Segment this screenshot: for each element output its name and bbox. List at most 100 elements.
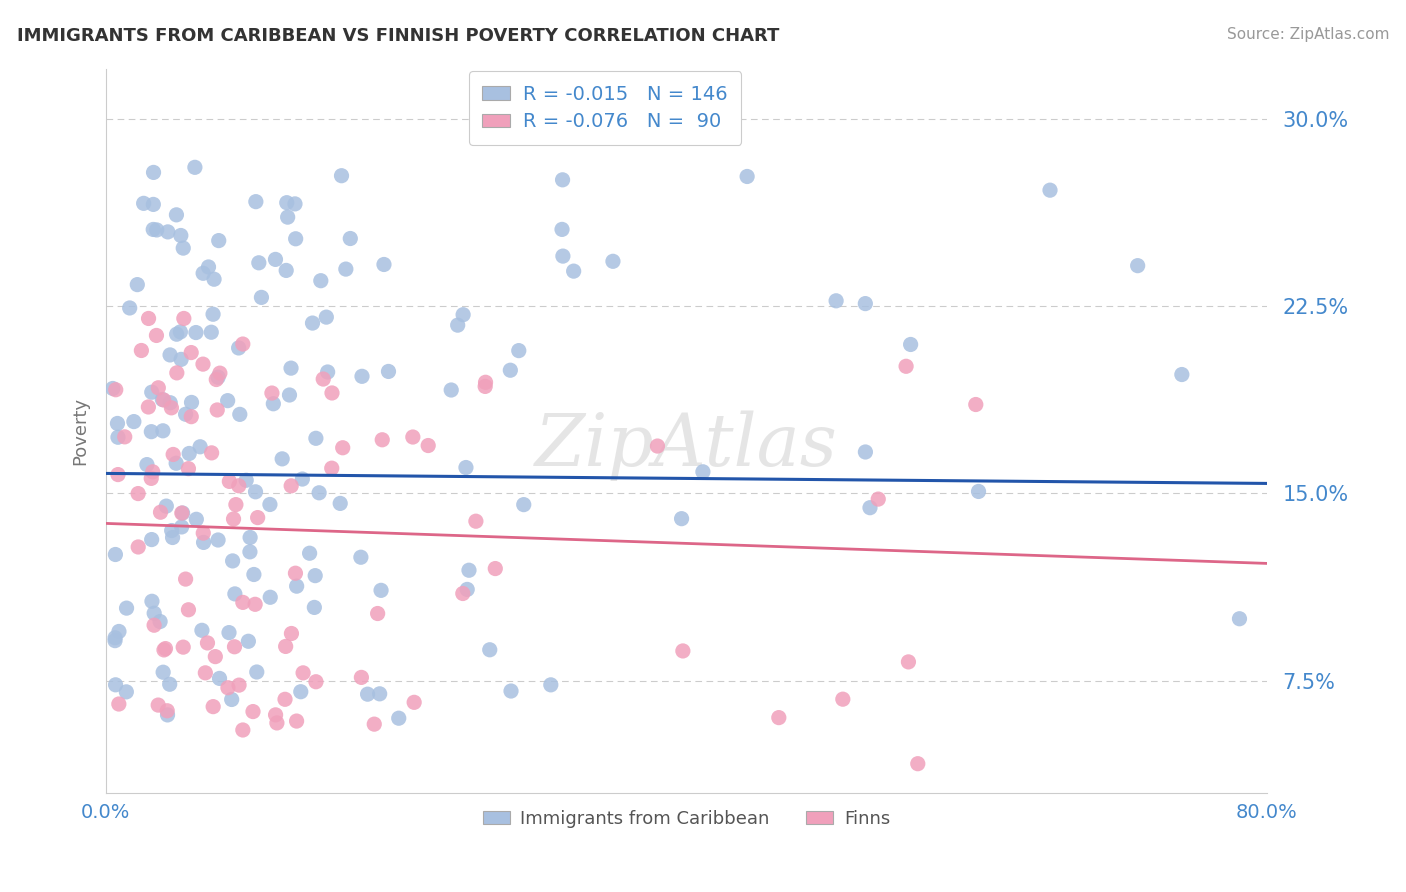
Point (107, 467, 129, 482)
Point (484, 561, 506, 575)
Point (250, 290, 273, 304)
Point (107, 430, 129, 444)
Point (145, 223, 167, 237)
Point (180, 395, 202, 409)
Point (152, 665, 174, 680)
Point (247, 256, 270, 270)
Point (224, 640, 246, 654)
Point (350, 670, 373, 684)
Point (174, 572, 197, 586)
Point (221, 554, 243, 568)
Point (499, 684, 522, 698)
Point (350, 550, 373, 565)
Point (122, 415, 145, 429)
Point (284, 232, 307, 246)
Point (228, 678, 250, 692)
Point (104, 383, 127, 397)
Point (148, 381, 170, 395)
Point (166, 366, 188, 380)
Point (141, 385, 163, 400)
Point (377, 364, 399, 378)
Point (402, 430, 425, 444)
Point (440, 383, 463, 397)
Point (136, 458, 159, 472)
Point (894, 359, 917, 374)
Point (246, 510, 269, 524)
Point (965, 397, 987, 411)
Point (235, 473, 257, 487)
Point (551, 173, 574, 187)
Point (207, 533, 229, 547)
Point (200, 325, 222, 339)
Point (285, 714, 308, 728)
Point (204, 649, 226, 664)
Point (180, 345, 202, 359)
Point (186, 512, 208, 526)
Point (207, 403, 229, 417)
Point (202, 699, 225, 714)
Point (172, 506, 194, 520)
Point (332, 441, 354, 455)
Point (149, 505, 172, 519)
Point (551, 222, 574, 236)
Point (104, 631, 127, 645)
Point (259, 498, 281, 512)
Point (513, 498, 536, 512)
Point (115, 601, 138, 615)
Point (285, 579, 308, 593)
Point (184, 326, 207, 340)
Point (330, 169, 353, 183)
Point (152, 392, 174, 407)
Point (141, 471, 163, 485)
Point (232, 337, 254, 351)
Point (159, 348, 181, 362)
Point (368, 687, 391, 701)
Point (1039, 183, 1062, 197)
Point (454, 460, 477, 475)
Point (900, 337, 922, 351)
Point (191, 357, 214, 371)
Point (277, 210, 299, 224)
Point (298, 546, 321, 560)
Point (367, 607, 389, 621)
Point (166, 327, 188, 342)
Point (464, 514, 486, 528)
Point (291, 472, 314, 486)
Point (388, 711, 411, 725)
Point (276, 195, 298, 210)
Point (768, 710, 790, 724)
Point (141, 533, 163, 547)
Point (132, 196, 155, 211)
Point (104, 633, 127, 648)
Point (150, 392, 173, 407)
Point (142, 197, 165, 211)
Point (350, 369, 373, 384)
Point (141, 425, 163, 439)
Point (162, 447, 184, 461)
Point (831, 692, 853, 706)
Point (197, 260, 219, 274)
Point (316, 365, 339, 379)
Point (239, 531, 262, 545)
Point (242, 705, 264, 719)
Point (208, 234, 231, 248)
Point (143, 618, 166, 632)
Point (131, 343, 153, 358)
Point (108, 697, 131, 711)
Point (274, 640, 297, 654)
Point (551, 249, 574, 263)
Point (138, 400, 160, 414)
Point (108, 624, 131, 639)
Point (142, 465, 165, 479)
Point (280, 479, 302, 493)
Point (165, 208, 187, 222)
Point (274, 692, 297, 706)
Point (172, 241, 194, 255)
Y-axis label: Poverty: Poverty (72, 397, 89, 465)
Point (232, 723, 254, 737)
Point (735, 169, 758, 184)
Point (243, 597, 266, 611)
Point (335, 262, 357, 277)
Point (143, 606, 166, 620)
Point (825, 293, 848, 308)
